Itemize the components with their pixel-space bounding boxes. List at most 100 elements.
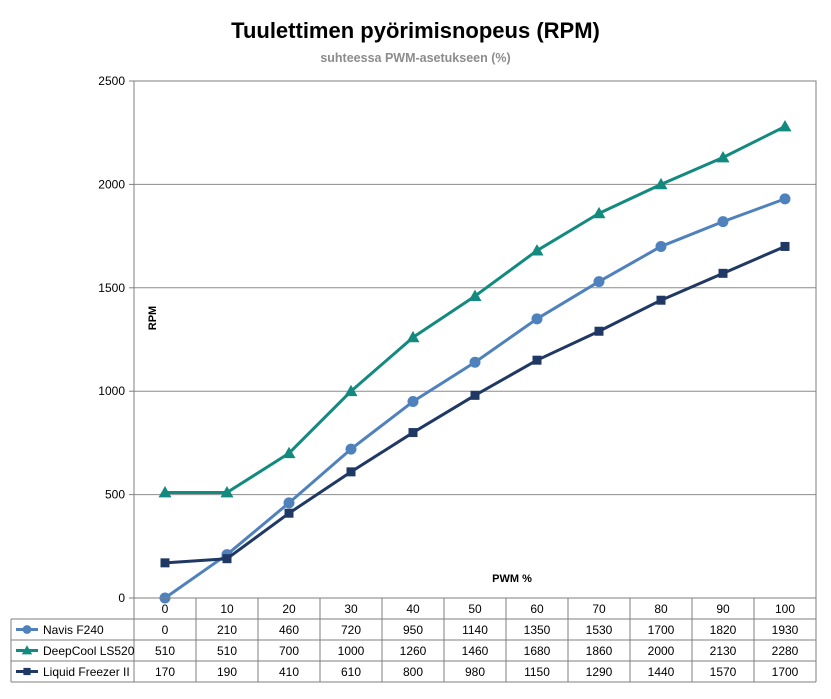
y-tick-label: 2500: [98, 74, 125, 88]
y-axis-label: RPM: [147, 306, 159, 330]
table-cell: 1930: [772, 623, 799, 637]
legend-label: Liquid Freezer II: [43, 665, 130, 679]
data-point: [717, 216, 729, 228]
y-tick-label: 2000: [98, 177, 125, 191]
series-layer: [158, 119, 792, 604]
x-tick-label: 40: [406, 602, 420, 616]
data-point: [654, 177, 668, 190]
legend-key: [16, 645, 38, 655]
data-point: [282, 446, 296, 459]
legend-key: [16, 625, 38, 634]
table-cell: 800: [403, 665, 423, 679]
chart-subtitle: suhteessa PWM-asetukseen (%): [320, 51, 511, 65]
data-point: [780, 241, 790, 251]
data-point: [284, 508, 294, 518]
data-point: [655, 240, 667, 252]
table-cell: 2000: [648, 644, 675, 658]
x-tick-label: 10: [220, 602, 234, 616]
data-point: [656, 295, 666, 305]
chart-title: Tuulettimen pyörimisnopeus (RPM): [231, 18, 600, 43]
table-cell: 1860: [586, 644, 613, 658]
data-point: [222, 554, 232, 564]
x-tick-label: 30: [344, 602, 358, 616]
table-cell: 1140: [462, 623, 488, 637]
data-point: [470, 390, 480, 400]
x-axis-label: PWM %: [492, 573, 532, 585]
data-point: [345, 443, 357, 455]
data-point: [407, 396, 419, 408]
data-point: [531, 313, 543, 325]
data-point: [220, 486, 234, 498]
table-cell: 1680: [524, 644, 551, 658]
data-point: [593, 276, 605, 288]
table-cell: 700: [279, 644, 299, 658]
data-point: [716, 151, 730, 163]
table-cell: 460: [279, 623, 299, 637]
data-point: [160, 558, 170, 568]
table-cell: 2130: [710, 644, 737, 658]
x-tick-label: 0: [162, 602, 169, 616]
x-tick-label: 70: [592, 602, 606, 616]
table-cell: 1260: [400, 644, 427, 658]
series-liquid-freezer-ii: [160, 241, 790, 568]
legend-label: Navis F240: [43, 623, 104, 637]
table-cell: 1700: [648, 623, 675, 637]
x-tick-label: 50: [468, 602, 482, 616]
table-cell: 0: [162, 623, 169, 637]
data-point: [532, 355, 542, 365]
table-cell: 1150: [524, 665, 550, 679]
table-cell: 190: [217, 665, 237, 679]
table-cell: 1570: [710, 665, 737, 679]
table-cell: 720: [341, 623, 361, 637]
data-point: [344, 384, 358, 397]
data-point: [778, 119, 792, 132]
table-cell: 980: [465, 665, 485, 679]
grid-lines: [134, 183, 816, 496]
y-tick-label: 0: [118, 591, 125, 605]
x-tick-label: 90: [716, 602, 730, 616]
series-deepcool-ls520: [158, 119, 792, 498]
data-point: [158, 486, 172, 498]
x-tick-label: 20: [282, 602, 296, 616]
data-point: [530, 244, 544, 256]
y-axis-ticks: 0 500 1000 1500 2000 2500: [98, 74, 134, 605]
y-tick-label: 1000: [98, 384, 125, 398]
table-cell: 1440: [648, 665, 675, 679]
y-tick-label: 500: [105, 488, 125, 502]
x-tick-label: 60: [530, 602, 544, 616]
table-cell: 1530: [586, 623, 613, 637]
series-line: [165, 125, 786, 495]
plot-area-border: [133, 80, 817, 599]
data-point: [592, 206, 606, 219]
x-tick-label: 100: [775, 602, 795, 616]
y-tick-label: 1500: [98, 281, 125, 295]
data-point: [779, 193, 791, 205]
table-cell: 1820: [710, 623, 737, 637]
data-point: [406, 330, 420, 343]
data-point: [469, 356, 481, 368]
table-cell: 510: [155, 644, 175, 658]
data-point: [283, 497, 295, 509]
table-cell: 1290: [586, 665, 613, 679]
table-cell: 210: [217, 623, 237, 637]
data-point: [718, 268, 728, 278]
table-cell: 610: [341, 665, 361, 679]
data-point: [468, 289, 482, 301]
table-cell: 510: [217, 644, 237, 658]
table-cell: 950: [403, 623, 423, 637]
data-point: [594, 326, 604, 336]
x-tick-label: 80: [654, 602, 668, 616]
table-cell: 410: [279, 665, 299, 679]
legend-label: DeepCool LS520: [43, 644, 135, 658]
table-cell: 1460: [462, 644, 489, 658]
table-cell: 1000: [338, 644, 365, 658]
legend-key: [16, 667, 38, 676]
table-cell: 2280: [772, 644, 799, 658]
table-cell: 1700: [772, 665, 799, 679]
data-table: 0 10 20 30 40 50 60 70 80 90 100 Navis F240 0 210 460 7…: [10, 597, 817, 683]
data-point: [408, 428, 418, 438]
table-cell: 1350: [524, 623, 551, 637]
table-cell: 170: [155, 665, 175, 679]
data-point: [346, 467, 356, 477]
